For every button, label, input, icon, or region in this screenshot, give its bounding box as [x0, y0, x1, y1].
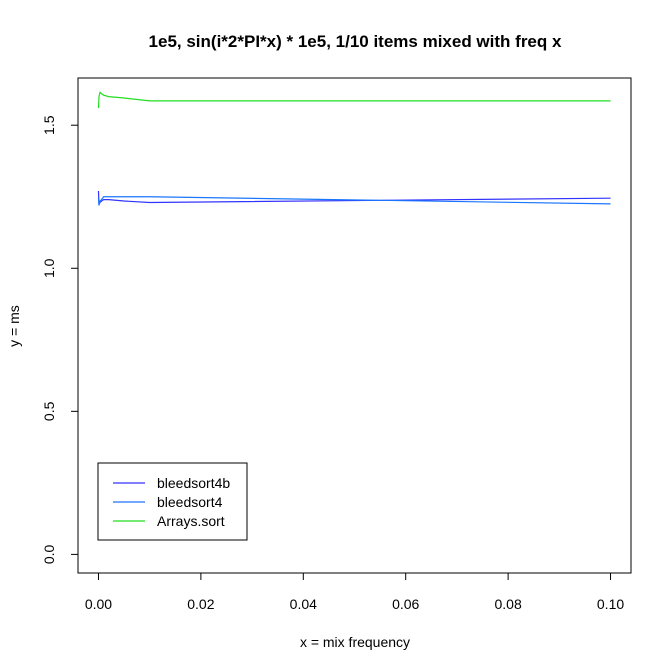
series-line-arrays-sort: [97, 91, 611, 109]
legend-label: Arrays.sort: [157, 513, 225, 529]
x-tick-label: 0.00: [85, 596, 112, 612]
x-tick-label: 0.06: [392, 596, 419, 612]
y-axis: 0.0 0.5 1.0 1.5: [41, 115, 79, 564]
x-tick-label: 0.02: [187, 596, 214, 612]
x-axis-label: x = mix frequency: [300, 634, 410, 650]
chart-title: 1e5, sin(i*2*PI*x) * 1e5, 1/10 items mix…: [149, 32, 562, 51]
x-axis: 0.00 0.02 0.04 0.06 0.08 0.10: [85, 572, 624, 612]
series-line-bleedsort4: [97, 196, 611, 206]
y-tick-label: 1.0: [41, 258, 57, 278]
legend-label: bleedsort4b: [157, 475, 230, 491]
y-tick-label: 1.5: [41, 115, 57, 135]
legend-label: bleedsort4: [157, 494, 223, 510]
legend-box: [97, 462, 248, 541]
series-lines: [97, 91, 611, 206]
y-tick-label: 0.5: [41, 401, 57, 421]
x-tick-label: 0.04: [290, 596, 317, 612]
legend: bleedsort4b bleedsort4 Arrays.sort: [97, 462, 248, 541]
y-axis-label: y = ms: [6, 305, 22, 347]
x-tick-label: 0.10: [597, 596, 624, 612]
x-tick-label: 0.08: [494, 596, 521, 612]
y-tick-label: 0.0: [41, 544, 57, 564]
